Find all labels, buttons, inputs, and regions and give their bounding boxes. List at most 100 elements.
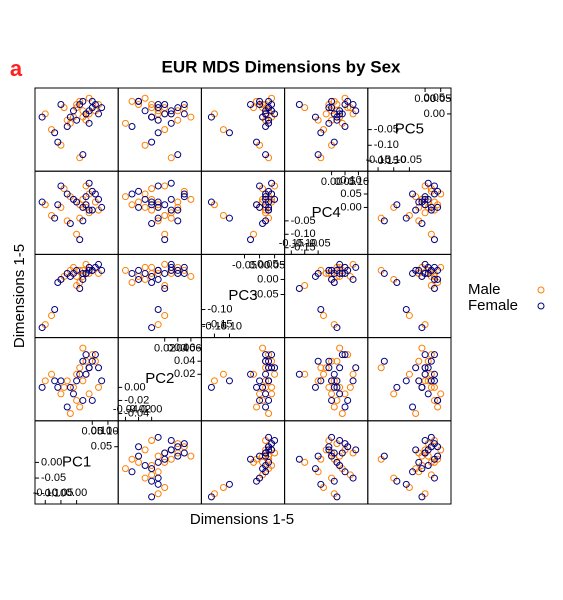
tick-label: 0.04 bbox=[174, 355, 195, 367]
point bbox=[180, 440, 188, 448]
point bbox=[265, 446, 273, 454]
point bbox=[349, 275, 357, 283]
point bbox=[418, 493, 426, 501]
point bbox=[380, 357, 388, 365]
tick-label: -0.10 bbox=[207, 303, 232, 315]
point bbox=[174, 266, 182, 274]
point bbox=[325, 383, 333, 391]
point bbox=[154, 433, 162, 441]
point bbox=[148, 493, 156, 501]
point bbox=[418, 465, 426, 473]
tick-label: 0.00 bbox=[66, 487, 87, 499]
point bbox=[187, 195, 195, 203]
point bbox=[48, 312, 56, 320]
point bbox=[328, 452, 336, 460]
point bbox=[76, 97, 84, 105]
point bbox=[48, 370, 56, 378]
point bbox=[259, 344, 267, 352]
variable-name: PC1 bbox=[62, 453, 91, 470]
point bbox=[148, 101, 156, 109]
point bbox=[427, 206, 435, 214]
point bbox=[427, 383, 435, 391]
point bbox=[148, 104, 156, 112]
point bbox=[174, 452, 182, 460]
point bbox=[63, 403, 71, 411]
point bbox=[54, 138, 62, 146]
point bbox=[161, 284, 169, 292]
point bbox=[135, 266, 143, 274]
point bbox=[154, 321, 162, 329]
point bbox=[412, 364, 420, 372]
point bbox=[141, 107, 149, 115]
tick-label: 0.04 bbox=[167, 343, 188, 355]
point bbox=[135, 275, 143, 283]
point bbox=[418, 198, 426, 206]
point bbox=[219, 211, 227, 219]
point bbox=[352, 364, 360, 372]
tick-label: 0.05 bbox=[257, 258, 278, 270]
point bbox=[328, 266, 336, 274]
point bbox=[328, 377, 336, 385]
tick-label: -0.15 bbox=[291, 242, 316, 254]
point bbox=[253, 383, 261, 391]
point bbox=[135, 443, 143, 451]
point bbox=[390, 390, 398, 398]
point bbox=[41, 377, 49, 385]
panel-border bbox=[117, 253, 202, 339]
point bbox=[341, 403, 349, 411]
point bbox=[128, 468, 136, 476]
point bbox=[427, 203, 435, 211]
point bbox=[330, 138, 338, 146]
point bbox=[148, 471, 156, 479]
legend-label: Female bbox=[468, 297, 518, 314]
tick-label: -0.10 bbox=[217, 321, 242, 333]
legend-marker bbox=[537, 286, 545, 294]
point bbox=[66, 220, 74, 228]
point bbox=[314, 452, 322, 460]
tick-label: -0.05 bbox=[232, 259, 257, 271]
point bbox=[265, 357, 273, 365]
point bbox=[79, 377, 87, 385]
point bbox=[154, 201, 162, 209]
tick-label: -0.05 bbox=[41, 472, 66, 484]
point bbox=[409, 403, 417, 411]
point bbox=[128, 97, 136, 105]
point bbox=[98, 266, 106, 274]
point bbox=[328, 104, 336, 112]
point bbox=[154, 474, 162, 482]
point bbox=[148, 113, 156, 121]
point bbox=[380, 217, 388, 225]
point bbox=[88, 396, 96, 404]
point bbox=[262, 195, 270, 203]
point bbox=[57, 390, 65, 398]
point bbox=[271, 436, 279, 444]
tick-label: -0.02 bbox=[124, 394, 149, 406]
point bbox=[314, 357, 322, 365]
point bbox=[79, 151, 87, 159]
panel-border bbox=[367, 87, 452, 172]
point bbox=[154, 468, 162, 476]
point bbox=[121, 465, 129, 473]
point bbox=[148, 278, 156, 286]
point bbox=[265, 119, 273, 127]
point bbox=[333, 377, 341, 385]
point bbox=[148, 436, 156, 444]
point bbox=[256, 377, 264, 385]
point bbox=[325, 364, 333, 372]
tick-label: -0.02 bbox=[126, 404, 151, 416]
point bbox=[421, 364, 429, 372]
point bbox=[262, 370, 270, 378]
point bbox=[167, 154, 175, 162]
point bbox=[98, 377, 106, 385]
point bbox=[430, 370, 438, 378]
point bbox=[161, 260, 169, 268]
point bbox=[63, 377, 71, 385]
point bbox=[424, 357, 432, 365]
point bbox=[128, 278, 136, 286]
point bbox=[402, 480, 410, 488]
point bbox=[187, 113, 195, 121]
point bbox=[161, 312, 169, 320]
point bbox=[434, 443, 442, 451]
legend-marker bbox=[537, 302, 545, 310]
point bbox=[437, 390, 445, 398]
